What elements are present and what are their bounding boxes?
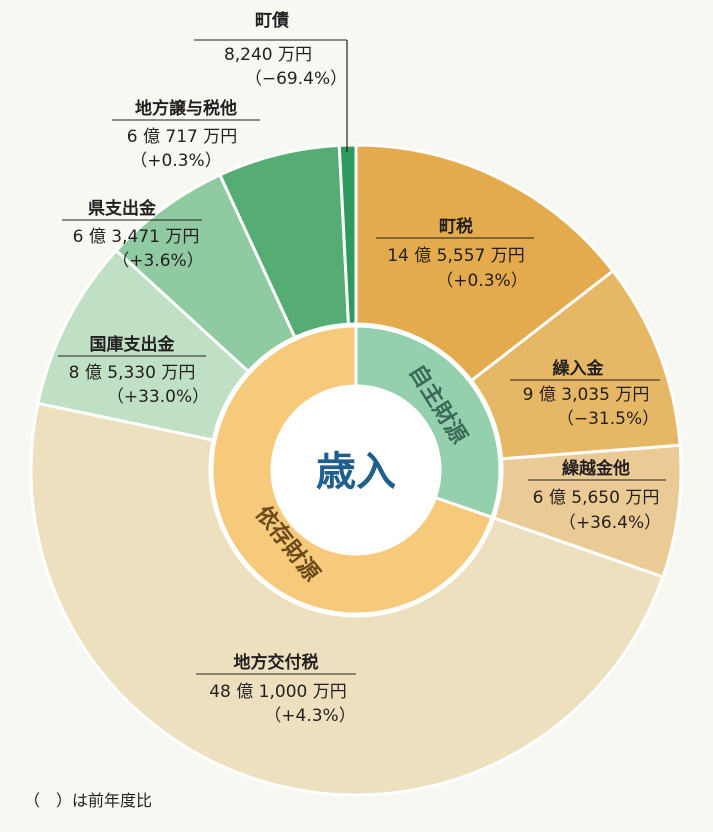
slice-label-change: （+33.0%） xyxy=(107,387,209,407)
center-title: 歳入 xyxy=(316,449,396,495)
slice-label-change: （+0.3%） xyxy=(130,151,221,171)
pie-slice-8 xyxy=(337,143,358,326)
slice-label-name: 地方交付税 xyxy=(234,652,319,673)
pie-slice-1 xyxy=(354,143,616,383)
slice-label-name: 国庫支出金 xyxy=(90,334,176,355)
slice-label-value: 8,240 万円 xyxy=(224,45,312,65)
slice-label-change: （+36.4%） xyxy=(559,513,661,533)
slice-label-name: 県支出金 xyxy=(88,198,157,219)
slice-label-name: 地方譲与税他 xyxy=(135,98,237,119)
slice-label-change: （+3.6%） xyxy=(112,251,203,271)
pie-slice-4 xyxy=(29,401,665,797)
slice-label-name: 繰入金 xyxy=(553,358,605,379)
slice-label-value: 6 億 717 万円 xyxy=(127,127,237,147)
slice-label-value: 8 億 5,330 万円 xyxy=(69,363,196,383)
slice-label-value: 9 億 3,035 万円 xyxy=(523,385,650,405)
slice-label-change: （+0.3%） xyxy=(436,271,527,291)
center-circle xyxy=(272,386,440,554)
slice-label-name: 繰越金他 xyxy=(562,458,630,479)
slice-label-value: 48 億 1,000 万円 xyxy=(209,682,347,702)
slice-label-name: 町債 xyxy=(255,10,289,31)
slice-label-change: （+4.3%） xyxy=(264,706,355,726)
footnote: （ ）は前年度比 xyxy=(24,791,152,810)
slice-label-change: （−69.4%） xyxy=(245,69,347,89)
slice-label-value: 6 億 3,471 万円 xyxy=(73,227,200,247)
slice-label-name: 町税 xyxy=(439,216,473,237)
slice-label-value: 14 億 5,557 万円 xyxy=(387,246,525,266)
slice-label-change: （−31.5%） xyxy=(557,409,659,429)
slice-label-value: 6 億 5,650 万円 xyxy=(533,488,660,508)
